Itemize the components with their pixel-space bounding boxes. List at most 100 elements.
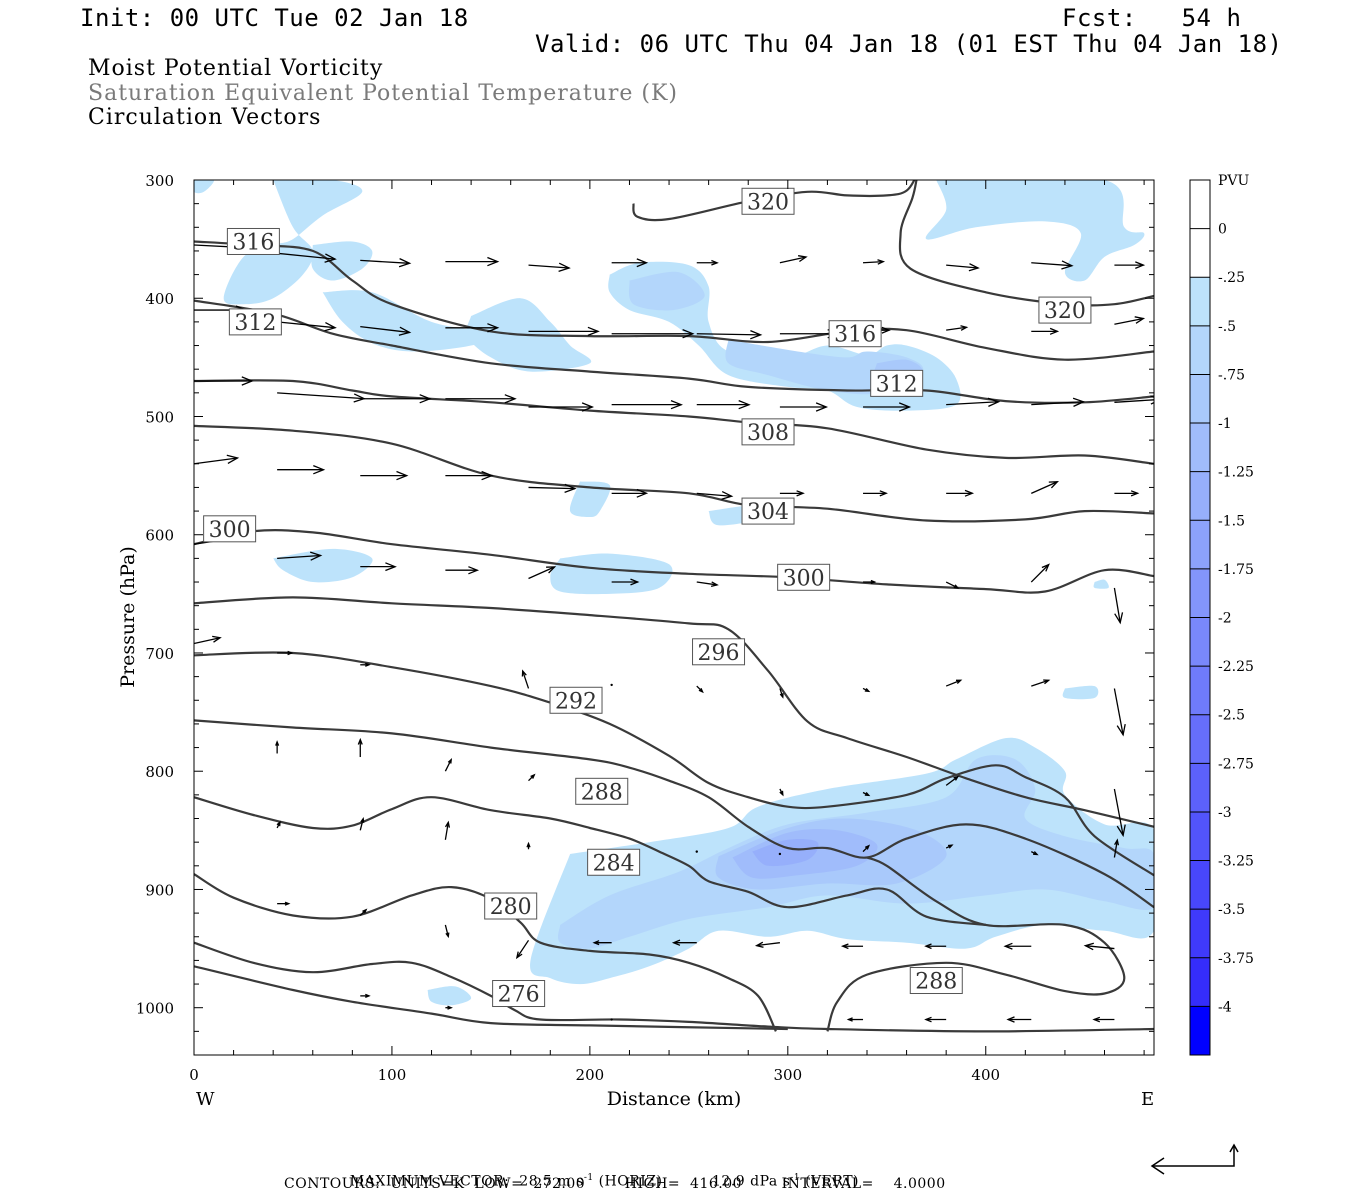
circulation-vector (611, 578, 640, 586)
circulation-vector (863, 490, 888, 497)
vector-head (636, 258, 649, 268)
theta-es-contour-280 (194, 873, 777, 1032)
y-tick-label: 800 (145, 763, 174, 781)
theta-es-contour-284 (194, 796, 986, 926)
contour-label-box (492, 980, 546, 1008)
contour-label: 276 (492, 980, 546, 1008)
y-tick-label: 900 (145, 881, 174, 899)
valid-time: Valid: 06 UTC Thu 04 Jan 18 (01 EST Thu … (535, 30, 1283, 58)
circulation-vector (1003, 942, 1032, 950)
circulation-vector (444, 757, 453, 772)
y-tick-label: 300 (145, 172, 174, 190)
circulation-vector (526, 841, 531, 850)
vector-head (987, 397, 1001, 407)
theta-es-contour-320 (632, 180, 916, 222)
vector-head (964, 489, 975, 497)
theta-es-contour-320 (898, 180, 1154, 307)
y-axis-title: Pressure (hPa) (117, 546, 139, 688)
vector-shaft (522, 670, 530, 689)
title-vectors: Circulation Vectors (88, 105, 322, 130)
vector-head (309, 551, 323, 561)
circulation-vector (1092, 1016, 1115, 1023)
vector-head (1134, 316, 1146, 324)
contour-label-box (587, 848, 641, 876)
vector-head (711, 259, 719, 266)
circulation-vector (445, 566, 480, 575)
circulation-vector (360, 258, 412, 268)
vector-head (953, 775, 960, 781)
vector-shaft (945, 581, 959, 589)
circulation-vector (1031, 679, 1051, 687)
vector-head (504, 394, 517, 404)
x-tick-label: 0 (189, 1066, 199, 1084)
circulation-vector (275, 740, 280, 754)
contour-label-box (870, 369, 924, 397)
colorbar-label: -1.75 (1218, 562, 1254, 578)
colorbar-swatch (1190, 617, 1210, 667)
circulation-vector (611, 328, 695, 339)
circulation-vector (863, 579, 877, 585)
vector-shaft (1113, 788, 1124, 836)
vector-dot (778, 852, 782, 856)
max-vector-label: MAXIMUM VECTOR: (349, 1173, 510, 1190)
vector-head (1061, 260, 1074, 270)
circulation-vector (924, 1016, 947, 1023)
vector-head (241, 376, 254, 386)
x-tick-label: 400 (971, 1066, 1000, 1084)
vector-shaft (696, 492, 732, 497)
circulation-vector (610, 683, 613, 687)
circulation-vector (779, 788, 784, 797)
circulation-vector (946, 263, 980, 272)
vector-head (398, 326, 412, 336)
colorbar-swatch (1190, 763, 1210, 813)
vector-shaft (1113, 688, 1124, 735)
vector-head (530, 773, 536, 779)
contour-label-text: 304 (747, 500, 789, 525)
vector-head (1135, 261, 1146, 270)
circulation-vector (779, 402, 829, 412)
vector-head (682, 328, 695, 339)
pv-region (925, 180, 1145, 282)
vector-head (487, 323, 500, 333)
vector-head (1083, 942, 1094, 951)
vector-head (877, 259, 886, 265)
contour-label-text: 280 (490, 895, 532, 920)
circulation-vector (1113, 587, 1124, 625)
circulation-vector (1031, 397, 1086, 407)
vector-head (698, 687, 704, 694)
colorbar-swatch (1190, 568, 1210, 618)
colorbar-swatch (1190, 1006, 1210, 1056)
vector-shaft (1114, 399, 1154, 403)
vector-shaft (194, 637, 221, 645)
colorbar-unit: PVU (1218, 173, 1250, 189)
vector-shaft (359, 818, 364, 831)
contour-label: 320 (1038, 296, 1092, 324)
theta-es-contour-308 (194, 379, 1154, 465)
vector-shaft (1031, 481, 1058, 494)
circulation-vector (779, 688, 784, 699)
circulation-vector (779, 490, 805, 497)
circulation-vector (924, 943, 947, 950)
vector-head (447, 757, 453, 764)
vector-head (1049, 327, 1060, 335)
circulation-vector (277, 464, 326, 475)
contour-labels: 3203203163163123123083043003002962922882… (203, 187, 1092, 1008)
vector-head (779, 693, 784, 699)
circulation-vector (194, 376, 254, 386)
colorbar-swatch (1190, 228, 1210, 278)
circulation-vector (946, 489, 975, 497)
vector-head (212, 635, 222, 643)
contour-label-text: 316 (834, 323, 876, 348)
pv-region (322, 290, 493, 352)
vector-head (1006, 1016, 1015, 1023)
circulation-vector (1114, 261, 1146, 270)
circulation-vector (528, 483, 577, 494)
circulation-vector (696, 491, 734, 500)
max-vector-horiz: 28.5 m s (519, 1173, 584, 1190)
y-tick-label: 1000 (136, 1000, 174, 1018)
circulation-vector (1113, 788, 1126, 838)
contour-label-box (741, 497, 795, 525)
circulation-vector (754, 941, 780, 948)
x-tick-label: 100 (378, 1066, 407, 1084)
circulation-vector (611, 399, 683, 410)
